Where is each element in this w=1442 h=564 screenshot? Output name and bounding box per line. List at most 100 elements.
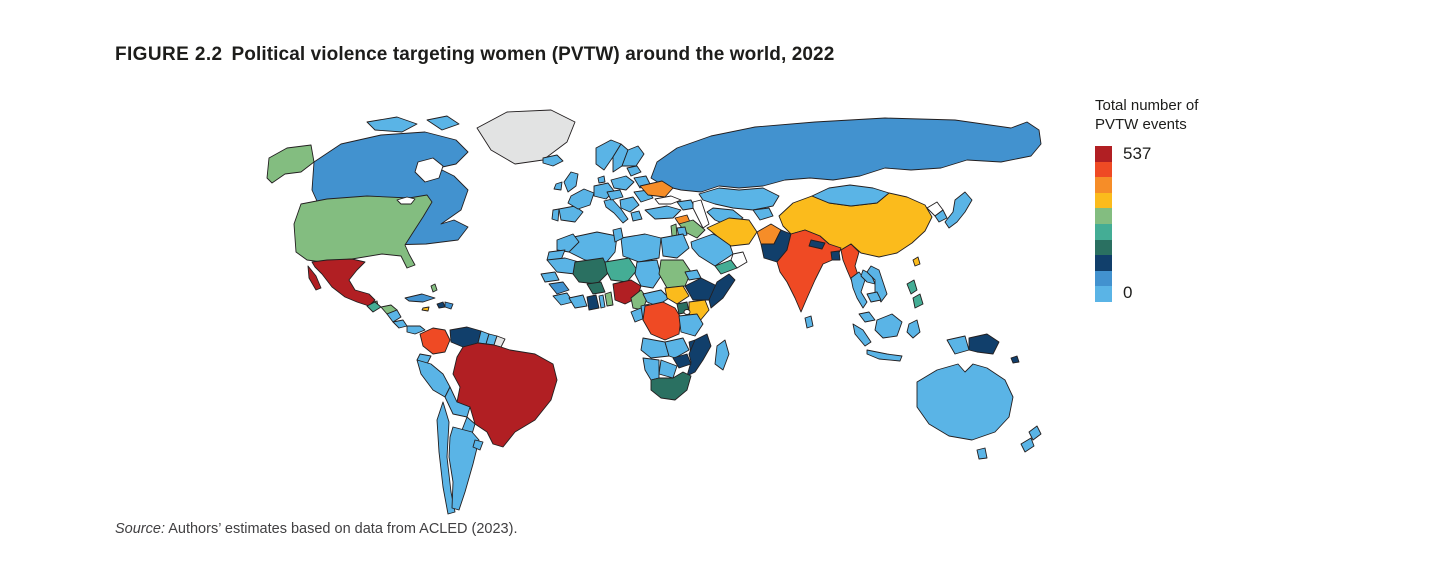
legend-min-value: 0 xyxy=(1123,283,1133,302)
country-uruguay xyxy=(472,439,484,451)
country-ireland xyxy=(553,181,563,191)
country-poland xyxy=(610,175,635,191)
figure-title: FIGURE 2.2 Political violence targeting w… xyxy=(115,44,834,66)
country-sri-lanka xyxy=(804,315,814,329)
country-iran xyxy=(706,217,758,247)
country-turkey xyxy=(644,205,682,220)
country-india xyxy=(776,229,842,313)
country-indonesia-papua xyxy=(946,335,970,355)
country-jamaica xyxy=(421,306,430,312)
country-botswana xyxy=(658,359,678,379)
country-central-europe xyxy=(606,189,624,201)
country-papua-new-guinea xyxy=(968,333,1000,355)
country-cambodia xyxy=(866,291,882,303)
country-greenland xyxy=(476,109,576,165)
legend-swatch xyxy=(1095,177,1112,193)
country-zambia xyxy=(664,337,690,359)
country-somalia xyxy=(708,273,736,309)
country-malaysia xyxy=(858,311,876,323)
country-ghana xyxy=(586,294,600,311)
country-finland xyxy=(621,145,645,167)
country-namibia xyxy=(642,357,660,381)
country-bangladesh xyxy=(830,250,841,261)
country-indonesia-borneo xyxy=(874,313,903,339)
country-baltics xyxy=(626,165,642,177)
country-indonesia-java xyxy=(866,349,903,362)
country-madagascar xyxy=(714,339,730,371)
country-france xyxy=(567,188,595,210)
country-denmark xyxy=(597,175,606,184)
legend-swatch xyxy=(1095,161,1112,178)
black-sea xyxy=(654,195,682,205)
country-indonesia-sulawesi xyxy=(906,319,921,339)
country-balkans xyxy=(619,196,640,213)
legend-max-value: 537 xyxy=(1123,144,1152,163)
country-tunisia xyxy=(612,227,624,243)
country-arctic-island-west xyxy=(366,116,418,133)
country-taiwan xyxy=(912,256,921,267)
caspian-sea xyxy=(692,199,710,229)
legend-swatch xyxy=(1095,223,1112,240)
country-usa xyxy=(293,194,433,269)
country-senegal xyxy=(540,271,560,283)
country-united-kingdom xyxy=(563,171,579,193)
hudson-bay xyxy=(414,157,444,183)
country-ukraine xyxy=(639,180,674,198)
source-text: Authors’ estimates based on data from AC… xyxy=(168,521,518,537)
country-israel-lebanon xyxy=(670,223,678,237)
legend-color-scale xyxy=(1095,146,1112,302)
country-indonesia-sumatra xyxy=(852,323,872,347)
country-algeria xyxy=(568,231,618,265)
legend-swatch xyxy=(1095,208,1112,224)
country-mozambique xyxy=(686,333,712,377)
figure-number-label: FIGURE 2.2 xyxy=(115,44,223,65)
country-niger xyxy=(604,257,638,283)
country-togo xyxy=(598,294,606,309)
country-south-sudan xyxy=(664,285,690,305)
country-nicaragua xyxy=(386,309,402,323)
legend-title-line2: PVTW events xyxy=(1095,116,1187,133)
legend-title-line1: Total number of xyxy=(1095,97,1199,114)
lake-victoria xyxy=(683,309,691,315)
country-egypt xyxy=(660,233,690,259)
country-arctic-island-east xyxy=(426,115,460,131)
country-caucasus xyxy=(676,199,696,211)
legend-swatch xyxy=(1095,146,1112,162)
country-australia xyxy=(916,363,1014,441)
country-spain xyxy=(558,205,584,223)
country-dominican-republic xyxy=(444,301,454,310)
source-note: Source: Authors’ estimates based on data… xyxy=(115,521,517,537)
country-benin xyxy=(604,291,614,307)
country-angola xyxy=(640,337,670,359)
country-south-africa xyxy=(650,371,692,401)
country-haiti xyxy=(436,301,446,309)
country-chad xyxy=(634,259,662,289)
legend-swatch xyxy=(1095,192,1112,209)
legend-swatch xyxy=(1095,270,1112,287)
country-philippines-south xyxy=(912,293,924,309)
country-russia xyxy=(650,117,1042,193)
country-alaska xyxy=(266,144,315,184)
legend-title: Total number of PVTW events xyxy=(1095,96,1295,134)
country-cuba xyxy=(404,293,436,303)
country-oman xyxy=(730,251,748,269)
legend-swatch xyxy=(1095,255,1112,271)
country-kazakhstan xyxy=(698,187,780,211)
country-kyrgyzstan-tajikistan xyxy=(752,207,774,221)
country-costa-rica xyxy=(392,319,408,329)
country-morocco xyxy=(556,233,580,253)
country-mali xyxy=(572,257,610,285)
country-chile xyxy=(436,401,456,515)
country-bahamas xyxy=(430,283,438,293)
country-burkina-faso xyxy=(586,281,606,295)
source-label: Source: xyxy=(115,521,165,537)
country-mongolia xyxy=(811,184,890,207)
world-choropleth-map xyxy=(266,109,1042,515)
figure-title-text: Political violence targeting women (PVTW… xyxy=(231,44,835,65)
country-greece xyxy=(630,210,643,222)
country-brazil xyxy=(452,342,558,448)
legend-swatch xyxy=(1095,286,1112,302)
country-libya xyxy=(620,233,662,263)
country-colombia xyxy=(419,327,451,355)
